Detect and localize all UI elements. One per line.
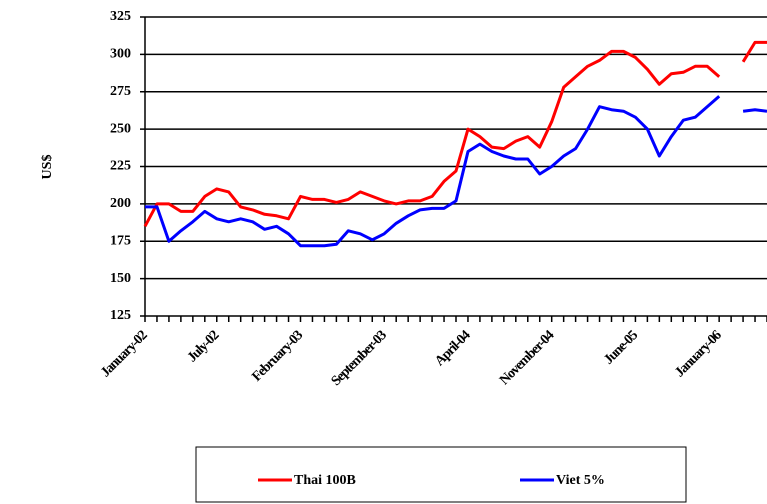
x-tick-label: July-02	[185, 328, 223, 366]
series-line	[143, 49, 721, 228]
y-axis-label: US$	[40, 155, 55, 180]
series-line	[742, 108, 767, 113]
y-tick-label: 200	[110, 196, 131, 211]
legend-label: Thai 100B	[294, 473, 356, 488]
y-tick-label: 275	[110, 84, 131, 99]
x-tick-label: June-05	[601, 328, 641, 368]
y-tick-label: 225	[110, 159, 131, 174]
series-line	[145, 95, 721, 248]
x-tick-label: January-02	[98, 328, 151, 381]
legend-label: Viet 5%	[556, 473, 605, 488]
y-tick-label: 150	[110, 271, 131, 286]
x-tick-label: January-06	[672, 328, 725, 381]
y-tick-label: 300	[110, 47, 131, 62]
y-tick-label: 175	[110, 233, 131, 248]
y-tick-label: 325	[110, 9, 131, 24]
y-tick-label: 125	[110, 308, 131, 323]
x-tick-label: April-04	[432, 328, 473, 369]
x-tick-label: September-03	[329, 328, 390, 389]
series-line	[741, 40, 767, 63]
legend-box	[195, 446, 687, 503]
x-tick-label: November-04	[497, 328, 557, 388]
x-tick-label: February-03	[249, 328, 306, 385]
y-tick-label: 250	[110, 121, 131, 136]
